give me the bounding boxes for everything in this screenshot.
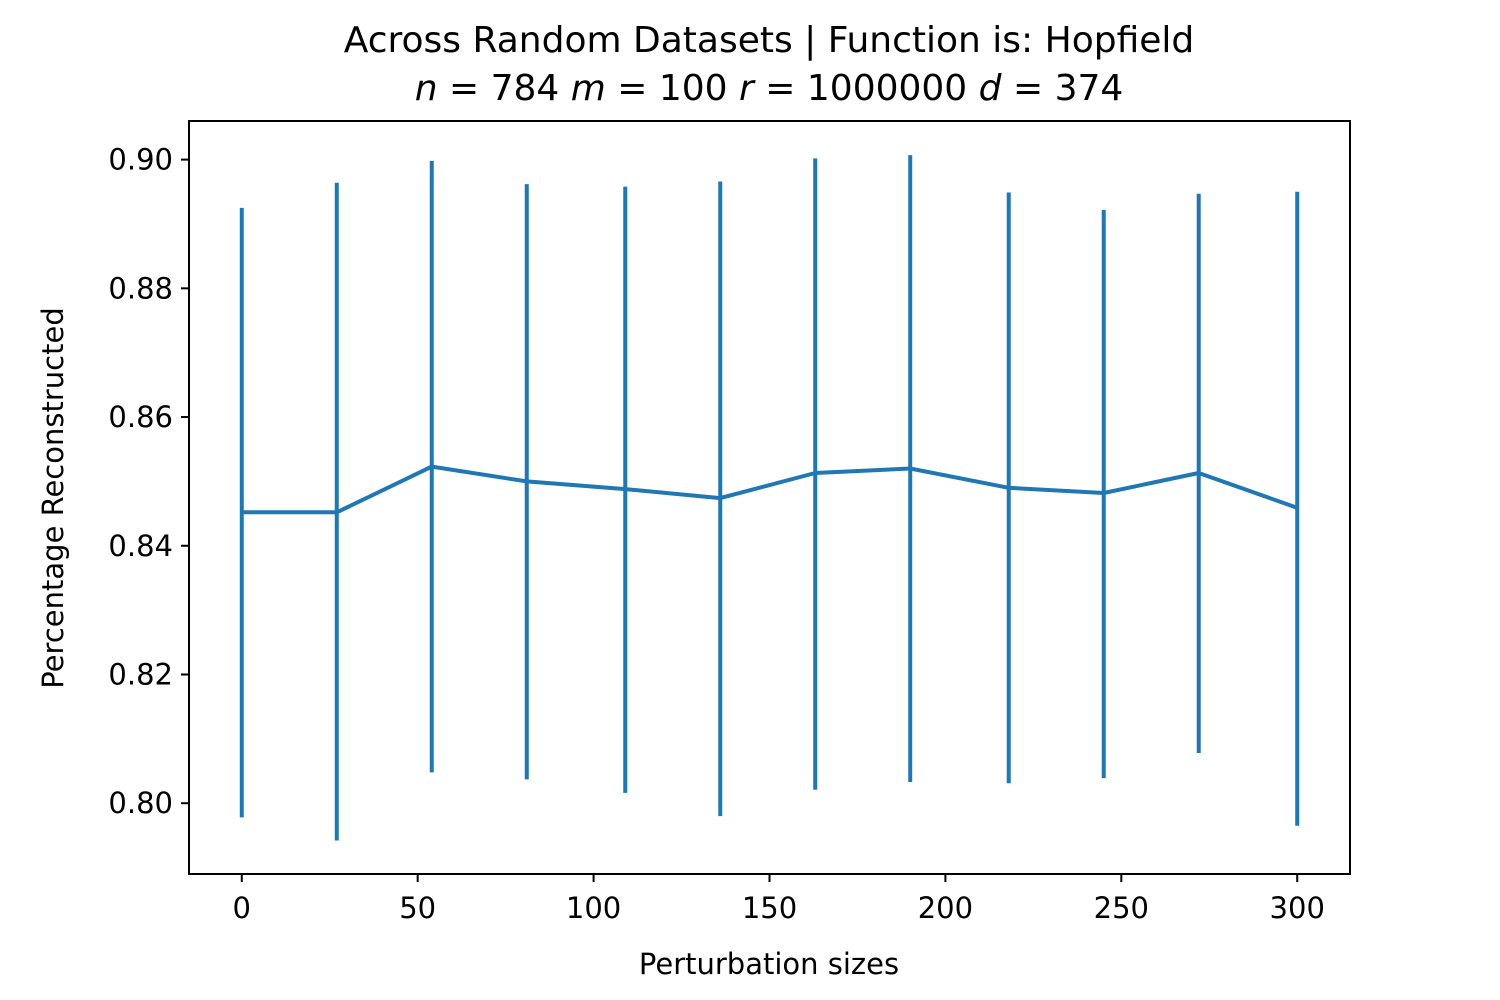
series-line (241, 464, 1298, 515)
plot-area (239, 155, 1300, 841)
x-tick-label: 0 (233, 891, 251, 925)
x-axis-label: Perturbation sizes (639, 947, 899, 981)
chart-subtitle: n = 784 m = 100 r = 1000000 d = 374 (415, 68, 1124, 109)
subtitle-value: = 1000000 (754, 68, 967, 109)
x-tick-label: 150 (742, 891, 797, 925)
y-tick-label: 0.84 (108, 529, 173, 563)
chart-title: Across Random Datasets | Function is: Ho… (344, 20, 1195, 61)
subtitle-variable: d (967, 68, 1002, 109)
x-tick-label: 200 (918, 891, 973, 925)
y-axis-label: Percentage Reconstructed (36, 307, 70, 688)
subtitle-value: = 374 (1002, 68, 1124, 109)
y-tick-label: 0.80 (108, 786, 173, 820)
y-tick-label: 0.86 (108, 400, 173, 434)
y-tick-label: 0.82 (108, 657, 173, 691)
y-tick-label: 0.90 (108, 143, 173, 177)
subtitle-variable: m (559, 68, 606, 109)
subtitle-variable: r (728, 68, 756, 109)
x-tick-label: 300 (1270, 891, 1325, 925)
x-tick-label: 100 (566, 891, 621, 925)
x-tick-label: 50 (399, 891, 436, 925)
subtitle-value: = 784 (438, 68, 560, 109)
subtitle-variable: n (415, 68, 438, 109)
x-tick-label: 250 (1094, 891, 1149, 925)
subtitle-value: = 100 (606, 68, 728, 109)
y-tick-label: 0.88 (108, 271, 173, 305)
